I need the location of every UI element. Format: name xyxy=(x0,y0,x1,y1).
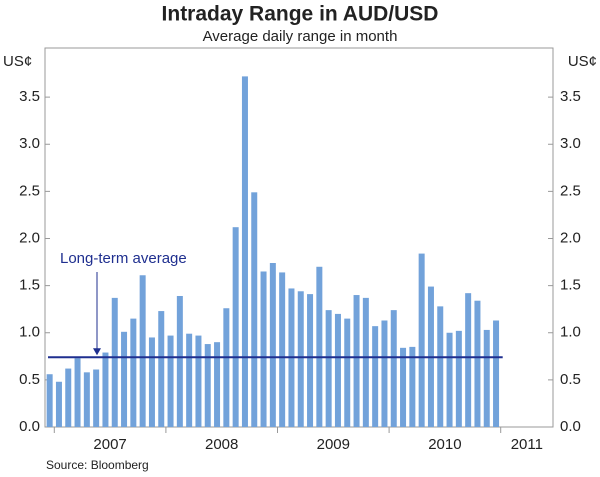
bar xyxy=(148,337,155,427)
reference-label: Long-term average xyxy=(60,250,187,267)
bar xyxy=(353,295,360,427)
chart-subtitle: Average daily range in month xyxy=(203,28,398,45)
bar xyxy=(390,310,397,427)
bar xyxy=(334,313,341,427)
y-unit-left: US¢ xyxy=(3,53,32,70)
bar xyxy=(437,306,444,427)
chart-title: Intraday Range in AUD/USD xyxy=(162,3,439,26)
y-tick-label-right: 1.0 xyxy=(560,324,581,341)
y-tick-label-right: 3.0 xyxy=(560,135,581,152)
bar xyxy=(344,318,351,427)
bar xyxy=(232,227,239,427)
y-tick-label-right: 3.5 xyxy=(560,88,581,105)
bar xyxy=(223,308,230,427)
bar xyxy=(372,326,379,427)
bar xyxy=(362,297,369,427)
bar xyxy=(455,330,462,427)
bar xyxy=(158,311,165,427)
bar xyxy=(474,300,481,427)
bar xyxy=(400,347,407,427)
y-tick-label-right: 2.5 xyxy=(560,182,581,199)
y-tick-label-right: 1.5 xyxy=(560,277,581,294)
x-tick-label: 2008 xyxy=(205,436,238,453)
x-tick-label: 2011 xyxy=(511,436,543,453)
bar xyxy=(121,331,128,427)
bar xyxy=(55,381,62,427)
bar xyxy=(93,369,100,427)
bar xyxy=(176,295,183,427)
y-unit-right: US¢ xyxy=(568,53,597,70)
y-tick-label: 3.5 xyxy=(19,88,40,105)
bar xyxy=(195,335,202,427)
y-tick-label: 2.5 xyxy=(19,182,40,199)
bar xyxy=(279,272,286,427)
bar xyxy=(214,342,221,427)
bar xyxy=(316,266,323,427)
y-tick-label: 2.0 xyxy=(19,229,40,246)
x-tick-label: 2007 xyxy=(93,436,126,453)
bar xyxy=(65,368,72,427)
x-tick-label: 2009 xyxy=(317,436,350,453)
bar xyxy=(381,320,388,427)
y-tick-label-right: 0.5 xyxy=(560,371,581,388)
y-tick-label: 0.5 xyxy=(19,371,40,388)
bar xyxy=(260,271,267,427)
bar xyxy=(241,76,248,427)
x-tick-label: 2010 xyxy=(428,436,461,453)
bar xyxy=(46,374,53,427)
bar xyxy=(409,346,416,427)
y-tick-label-right: 2.0 xyxy=(560,229,581,246)
bar xyxy=(297,291,304,427)
bar xyxy=(74,358,81,427)
source: Source: Bloomberg xyxy=(46,458,149,472)
bar xyxy=(102,352,109,427)
bar xyxy=(83,372,90,427)
bar xyxy=(307,294,314,427)
bar xyxy=(130,318,137,427)
bar xyxy=(325,310,332,427)
bar xyxy=(139,275,146,427)
annotation-arrowhead xyxy=(93,348,101,356)
bar xyxy=(186,333,193,427)
bar xyxy=(446,332,453,427)
bar xyxy=(269,263,276,427)
bar xyxy=(418,253,425,427)
y-tick-label: 0.0 xyxy=(19,418,40,435)
y-tick-label: 1.0 xyxy=(19,324,40,341)
y-tick-label-right: 0.0 xyxy=(560,418,581,435)
bar xyxy=(483,329,490,427)
bar xyxy=(167,335,174,427)
bar xyxy=(251,192,258,427)
bar xyxy=(111,297,118,427)
y-tick-label: 1.5 xyxy=(19,277,40,294)
bar xyxy=(465,293,472,427)
bar xyxy=(204,344,211,427)
bar xyxy=(493,320,500,427)
y-tick-label: 3.0 xyxy=(19,135,40,152)
